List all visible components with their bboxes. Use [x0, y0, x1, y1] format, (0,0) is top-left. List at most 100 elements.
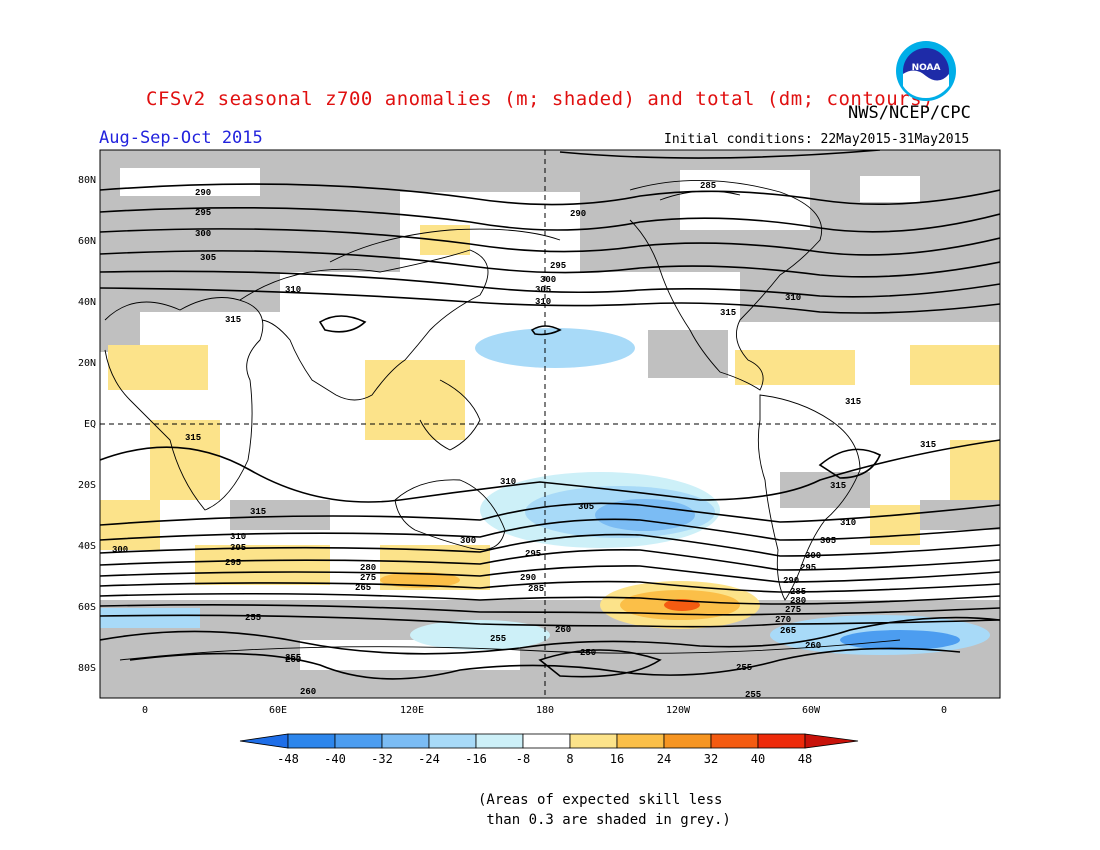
- colorbar-swatch: [710, 733, 759, 749]
- contour-label-south-33: 255: [285, 653, 301, 663]
- geopotential-contours: [100, 150, 1000, 680]
- colorbar-swatch: [569, 733, 618, 749]
- contour-label-south-15: 295: [800, 563, 816, 573]
- contour-label-south-12: 300: [805, 551, 821, 561]
- lat-label-20n: 20N: [77, 358, 96, 369]
- contour-label-south-2: 315: [250, 507, 266, 517]
- initial-conditions-label: Initial conditions: 22May2015-31May2015: [664, 132, 970, 147]
- skill-note-line-2: than 0.3 are shaded in grey.): [478, 812, 731, 828]
- skill-note: (Areas of expected skill less than 0.3 a…: [478, 790, 731, 830]
- contour-label-south-4: 310: [230, 532, 246, 542]
- contour-label-south-14: 295: [525, 549, 541, 559]
- colorbar-swatch: [522, 733, 571, 749]
- colorbar-swatch: [381, 733, 430, 749]
- colorbar-swatch: [475, 733, 524, 749]
- colorbar-label: -8: [515, 752, 531, 766]
- contour-label-south-5: 310: [500, 477, 516, 487]
- contour-labels: 285 290 290 295 295 300 300 305 305 310 …: [112, 181, 936, 700]
- contour-label-south-26: 265: [780, 626, 796, 636]
- contour-label-south-24: 270: [775, 615, 791, 625]
- lon-label-180: 180: [535, 705, 555, 716]
- contour-label-south-28: 260: [285, 655, 301, 665]
- colorbar-label: -48: [277, 752, 299, 766]
- lat-label-60n: 60N: [77, 236, 96, 247]
- lat-label-40s: 40S: [77, 541, 96, 552]
- contour-label-north-2: 290: [570, 209, 586, 219]
- lat-label-60s: 60S: [77, 602, 96, 613]
- contour-label-south-32: 255: [490, 634, 506, 644]
- contour-label-south-29: 260: [805, 641, 821, 651]
- colorbar-label: 40: [750, 752, 766, 766]
- contour-label-south-25: 265: [355, 583, 371, 593]
- lat-label-80s: 80S: [77, 663, 96, 674]
- reference-lines: [100, 150, 1000, 698]
- contour-label-north-1: 290: [195, 188, 211, 198]
- contour-label-north-13: 315: [720, 308, 736, 318]
- contour-label-south-3: 315: [830, 481, 846, 491]
- contour-label-south-18: 285: [528, 584, 544, 594]
- skill-note-line-1: (Areas of expected skill less: [478, 792, 723, 808]
- contour-label-south-31: 255: [245, 613, 261, 623]
- contour-label-north-11: 310: [785, 293, 801, 303]
- map-frame: [99, 149, 1001, 699]
- lon-label-120e: 120E: [399, 705, 425, 716]
- colorbar-label: 24: [656, 752, 672, 766]
- contour-label-south-0: 315: [185, 433, 201, 443]
- noaa-logo: NOAA: [896, 41, 956, 101]
- contour-label-south-30: 260: [300, 687, 316, 697]
- colorbar-label: 16: [609, 752, 625, 766]
- contour-label-south-13: 295: [225, 558, 241, 568]
- colorbar-swatch: [287, 733, 336, 749]
- chart-title: CFSv2 seasonal z700 anomalies (m; shaded…: [146, 88, 934, 110]
- contour-label-south-35: 255: [745, 690, 761, 700]
- contour-label-south-27: 260: [555, 625, 571, 635]
- contour-label-south-37: 315: [920, 440, 936, 450]
- contour-label-south-34: 255: [736, 663, 752, 673]
- colorbar-label: 8: [566, 752, 574, 766]
- noaa-logo-text: NOAA: [912, 63, 941, 73]
- contour-label-north-4: 295: [550, 261, 566, 271]
- contour-label-south-21: 280: [790, 596, 806, 606]
- contour-label-south-6: 310: [840, 518, 856, 528]
- colorbar-label: 32: [703, 752, 719, 766]
- season-label: Aug-Sep-Oct 2015: [99, 128, 263, 148]
- colorbar-label: 48: [797, 752, 813, 766]
- contour-label-south-9: 305: [820, 536, 836, 546]
- colorbar-label: -16: [465, 752, 487, 766]
- contour-label-north-0: 285: [700, 181, 716, 191]
- colorbar-arrow-right: [804, 733, 859, 749]
- lat-label-20s: 20S: [77, 480, 96, 491]
- colorbar-swatch: [616, 733, 665, 749]
- contour-label-south-10: 300: [112, 545, 128, 555]
- contour-label-south-1: 315: [845, 397, 861, 407]
- contour-label-south-16: 290: [520, 573, 536, 583]
- lon-label-0-west: 0: [141, 705, 149, 716]
- colorbar-label: -32: [371, 752, 393, 766]
- contour-label-north-3: 295: [195, 208, 211, 218]
- contour-label-north-8: 305: [535, 285, 551, 295]
- negative-anomaly-shading: [100, 328, 990, 655]
- contour-label-south-17: 290: [783, 576, 799, 586]
- lon-label-60w: 60W: [801, 705, 821, 716]
- contour-label-south-7: 305: [230, 543, 246, 553]
- contour-label-south-20: 280: [360, 563, 376, 573]
- contour-label-south-19: 285: [790, 587, 806, 597]
- lon-label-120w: 120W: [665, 705, 691, 716]
- colorbar: [239, 733, 859, 749]
- contour-label-north-9: 310: [285, 285, 301, 295]
- contour-label-north-6: 300: [540, 275, 556, 285]
- contour-label-south-8: 305: [578, 502, 594, 512]
- contour-label-south-11: 300: [460, 536, 476, 546]
- colorbar-label: -24: [418, 752, 440, 766]
- contour-label-north-5: 300: [195, 229, 211, 239]
- contour-label-north-7: 305: [200, 253, 216, 263]
- colorbar-swatch: [334, 733, 383, 749]
- colorbar-swatch: [757, 733, 806, 749]
- colorbar-label: -40: [324, 752, 346, 766]
- colorbar-swatch: [428, 733, 477, 749]
- lat-label-40n: 40N: [77, 297, 96, 308]
- agency-label: NWS/NCEP/CPC: [848, 103, 971, 123]
- contour-label-south-22: 275: [360, 573, 376, 583]
- lon-label-0-east: 0: [940, 705, 948, 716]
